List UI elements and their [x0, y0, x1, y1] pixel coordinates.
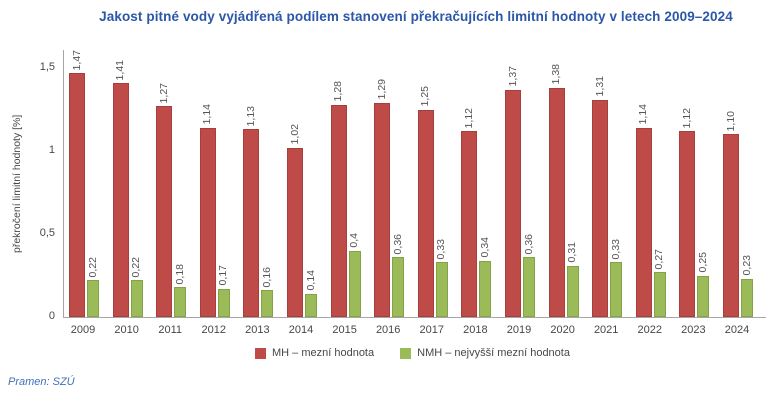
bar-nmh-2014	[305, 293, 317, 317]
bar-value-mh-2021: 1,31	[593, 76, 606, 97]
bar-value-nmh-2009: 0,22	[86, 257, 99, 278]
bar-value-nmh-2019: 0,36	[522, 233, 535, 255]
x-tick-label-2011: 2011	[158, 324, 183, 336]
bar-value-nmh-2017: 0,33	[435, 238, 448, 260]
bar-nmh-2017	[435, 262, 448, 317]
bar-mh-2017	[417, 109, 434, 317]
bar-mh-2024	[723, 134, 739, 317]
y-tick-label: 0,5	[39, 227, 55, 239]
bar-nmh-2009	[87, 280, 99, 317]
bar-value-nmh-2020: 0,31	[566, 242, 579, 263]
x-tick-label-2022: 2022	[637, 324, 663, 336]
bar-value-mh-2016: 1,29	[375, 79, 388, 100]
bar-value-mh-2020: 1,38	[550, 64, 563, 85]
bar-mh-2010	[112, 82, 129, 317]
bar-value-mh-2019: 1,37	[506, 66, 519, 87]
x-tick-label-2024: 2024	[724, 324, 750, 336]
x-tick-label-2018: 2018	[463, 324, 488, 336]
bar-nmh-2018	[479, 260, 492, 317]
bar-value-mh-2022: 1,14	[637, 104, 650, 125]
bar-value-mh-2013: 1,13	[244, 105, 257, 127]
chart-title: Jakost pitné vody vyjádřená podílem stan…	[99, 9, 733, 24]
bar-value-mh-2023: 1,12	[680, 107, 693, 129]
bar-mh-2011	[156, 106, 173, 317]
bar-nmh-2019	[523, 257, 535, 317]
bar-value-mh-2009: 1,47	[70, 49, 83, 70]
bar-value-nmh-2015: 0,4	[348, 233, 361, 248]
x-tick-label-2023: 2023	[681, 324, 706, 336]
y-axis-title: překročení limitní hodnoty [%]	[11, 114, 23, 253]
bar-mh-2020	[548, 87, 565, 317]
y-tick-label: 1,5	[39, 61, 55, 73]
bar-nmh-2013	[261, 290, 274, 317]
bar-mh-2015	[330, 104, 347, 317]
bar-value-nmh-2018: 0,34	[478, 237, 491, 258]
x-tick-label-2020: 2020	[550, 324, 575, 336]
bar-value-nmh-2010: 0,22	[130, 257, 143, 278]
bar-nmh-2023	[697, 275, 710, 317]
bar-nmh-2024	[741, 278, 753, 317]
y-tick-label: 0	[48, 310, 55, 322]
legend-item-mh: MH – mezní hodnota	[255, 347, 374, 359]
x-tick-label-2016: 2016	[375, 324, 401, 336]
bar-value-mh-2024: 1,10	[724, 110, 737, 132]
bar-mh-2016	[374, 102, 391, 317]
bar-value-mh-2012: 1,14	[201, 104, 214, 125]
bar-nmh-2010	[130, 280, 143, 317]
bar-value-nmh-2012: 0,17	[217, 265, 230, 286]
bar-value-mh-2011: 1,27	[157, 82, 170, 104]
bar-mh-2013	[243, 129, 260, 317]
x-tick-label-2015: 2015	[332, 324, 357, 336]
bar-value-nmh-2016: 0,36	[391, 233, 404, 255]
x-tick-label-2014: 2014	[288, 324, 314, 336]
bar-mh-2018	[461, 131, 478, 317]
bar-nmh-2021	[610, 262, 623, 317]
legend-label-nmh: NMH – nejvyšší mezní hodnota	[417, 347, 570, 359]
bar-value-mh-2015: 1,28	[332, 81, 345, 102]
bar-value-nmh-2022: 0,27	[653, 248, 666, 270]
bar-value-nmh-2014: 0,14	[304, 270, 317, 291]
bar-value-nmh-2011: 0,18	[173, 263, 186, 285]
x-tick-label-2010: 2010	[114, 324, 139, 336]
bar-value-mh-2014: 1,02	[288, 124, 301, 145]
bar-nmh-2016	[392, 257, 405, 317]
y-tick-label: 1	[48, 144, 55, 156]
bar-value-mh-2010: 1,41	[114, 59, 127, 80]
bar-nmh-2020	[566, 265, 579, 317]
bar-mh-2021	[592, 99, 609, 317]
x-tick-label-2019: 2019	[506, 324, 532, 336]
plot-area: 1,47 0,22 1,41 0,22 1,27 0,18 1,14 0,17 1,13 0,16…	[63, 50, 766, 318]
x-tick-label-2009: 2009	[70, 324, 96, 336]
bar-nmh-2015	[348, 250, 361, 317]
bar-value-nmh-2021: 0,33	[609, 238, 622, 260]
bar-mh-2012	[199, 127, 216, 317]
legend-label-mh: MH – mezní hodnota	[272, 347, 375, 359]
x-tick-label-2021: 2021	[593, 324, 619, 336]
bar-mh-2022	[635, 127, 652, 317]
x-tick-label-2017: 2017	[419, 324, 445, 336]
bar-nmh-2011	[174, 287, 187, 317]
bar-value-mh-2018: 1,12	[462, 107, 475, 129]
bar-value-nmh-2024: 0,23	[740, 255, 753, 276]
bar-mh-2014	[287, 147, 303, 317]
bar-mh-2023	[679, 131, 696, 317]
bar-value-nmh-2013: 0,16	[260, 267, 273, 288]
source-note: Pramen: SZÚ	[8, 376, 75, 388]
legend-item-nmh: NMH – nejvyšší mezní hodnota	[400, 347, 570, 359]
bar-nmh-2022	[653, 272, 666, 317]
x-tick-label-2013: 2013	[245, 324, 270, 336]
nmh-swatch-icon	[400, 347, 412, 359]
x-tick-label-2012: 2012	[201, 324, 227, 336]
mh-swatch-icon	[255, 347, 266, 359]
bar-mh-2019	[505, 89, 521, 317]
legend: MH – mezní hodnota NMH – nejvyšší mezní …	[0, 347, 780, 359]
bar-mh-2009	[69, 72, 85, 317]
bar-nmh-2012	[217, 288, 230, 317]
bar-value-nmh-2023: 0,25	[696, 252, 709, 273]
bar-value-mh-2017: 1,25	[419, 86, 432, 107]
